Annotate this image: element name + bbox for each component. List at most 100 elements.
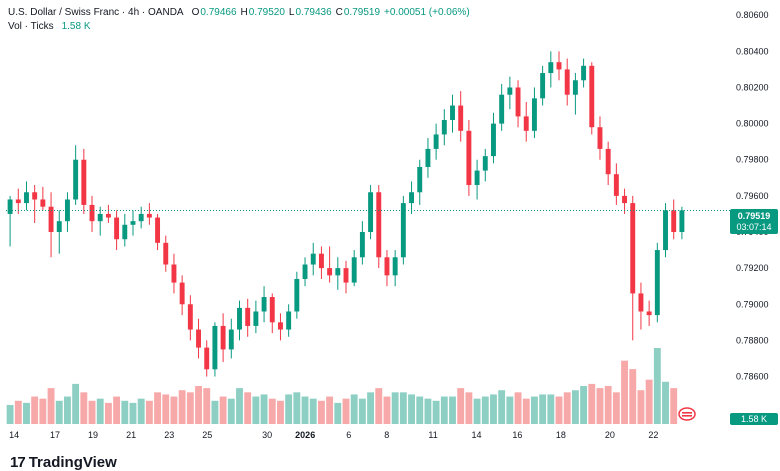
volume-bar — [555, 396, 563, 424]
candle-body — [343, 268, 349, 283]
volume-bar — [408, 394, 415, 424]
volume-bar — [588, 383, 596, 424]
candle-body — [663, 210, 668, 251]
candle-body — [130, 221, 136, 225]
volume-bar — [293, 392, 301, 424]
volume-bar — [39, 398, 47, 424]
volume-bar — [47, 388, 55, 424]
candle-body — [359, 232, 365, 258]
volume-bar — [621, 360, 628, 424]
candle-body — [491, 123, 496, 157]
candle-body — [40, 199, 46, 207]
symbol-title: U.S. Dollar / Swiss Franc · 4h · OANDA — [8, 7, 184, 18]
tradingview-logo[interactable]: 17 TradingView — [10, 454, 117, 471]
candle-body — [155, 217, 161, 243]
volume-bar — [268, 398, 276, 424]
volume-bar — [653, 348, 661, 424]
candle-body — [245, 307, 251, 326]
volume-bar — [449, 396, 456, 424]
volume-label: Vol · Ticks — [8, 21, 54, 32]
time-tick-label: 23 — [164, 430, 174, 440]
last-price-tag: 0.79519 03:07:14 — [730, 209, 778, 234]
candle-body — [114, 217, 120, 240]
volume-bar — [670, 388, 678, 424]
candle-body — [302, 264, 308, 279]
volume-bar — [309, 398, 317, 424]
candle-body — [122, 224, 128, 240]
high-value: 0.79520 — [248, 7, 285, 18]
volume-bar — [342, 398, 350, 424]
candle-body — [310, 253, 316, 265]
change-value: +0.00051 (+0.06%) — [384, 7, 470, 18]
candle-body — [540, 73, 546, 99]
candle-body — [335, 268, 341, 276]
volume-bar — [129, 402, 137, 424]
volume-bar — [31, 396, 39, 424]
volume-bar — [662, 381, 669, 424]
candle-body — [138, 213, 144, 222]
volume-bar — [211, 400, 219, 424]
candle-body — [392, 257, 398, 276]
ohlc-row: U.S. Dollar / Swiss Franc · 4h · OANDA O… — [8, 6, 470, 20]
candle-body — [482, 156, 488, 171]
candle-body — [97, 213, 103, 222]
volume-bar — [301, 396, 309, 424]
candle-body — [187, 304, 193, 330]
candle-body — [450, 105, 455, 120]
volume-bar — [399, 392, 407, 424]
volume-bar — [260, 394, 268, 424]
price-tick-label: 0.79800 — [736, 155, 769, 165]
candle-body — [105, 213, 111, 218]
volume-bar — [481, 396, 489, 424]
volume-bar — [637, 390, 645, 424]
volume-bar — [285, 394, 293, 424]
candle-body — [474, 170, 480, 186]
volume-bar — [178, 390, 186, 424]
candle-body — [171, 264, 177, 283]
candle-body — [228, 329, 234, 350]
volume-bar — [88, 400, 96, 424]
candle-body — [294, 278, 300, 312]
volume-bar — [424, 398, 432, 424]
candle-body — [146, 213, 152, 218]
time-tick-label: 8 — [384, 430, 389, 440]
volume-bar — [367, 392, 375, 424]
volume-bar — [563, 392, 571, 424]
candle-body — [425, 148, 431, 167]
volume-bar — [514, 392, 522, 424]
price-tick-label: 0.79200 — [736, 263, 769, 273]
candle-body — [286, 311, 292, 330]
candle-body — [409, 192, 414, 204]
volume-bar — [219, 396, 227, 424]
candle-body — [64, 199, 70, 222]
time-tick-label: 30 — [262, 430, 272, 440]
volume-bar — [334, 402, 342, 424]
candle-body — [7, 199, 13, 214]
volume-bar — [104, 402, 112, 424]
volume-bar — [612, 392, 620, 424]
dividends-icon[interactable] — [678, 407, 696, 421]
candle-body — [556, 62, 562, 70]
volume-bar — [72, 383, 80, 424]
volume-tag: 1.58 K — [730, 413, 778, 425]
candle-body — [499, 94, 505, 124]
volume-row: Vol · Ticks 1.58 K — [8, 20, 470, 34]
price-tick-label: 0.80600 — [736, 10, 769, 20]
candle-body — [597, 127, 603, 149]
candle-body — [196, 329, 201, 348]
candle-body — [638, 293, 644, 312]
candle-body — [515, 87, 521, 117]
candle-body — [384, 257, 390, 276]
candle-body — [572, 80, 578, 95]
price-axis: 0.80600 0.80400 0.80200 0.80000 0.79800 0.796… — [736, 10, 769, 381]
open-label: O — [191, 7, 200, 18]
candle-body — [237, 307, 242, 330]
high-label: H — [240, 7, 248, 18]
candle-body — [81, 159, 87, 205]
volume-bar — [154, 392, 162, 424]
candle-body — [581, 65, 587, 81]
time-tick-label: 14 — [9, 430, 19, 440]
open-value: 0.79466 — [200, 7, 237, 18]
volume-bar — [358, 398, 366, 424]
